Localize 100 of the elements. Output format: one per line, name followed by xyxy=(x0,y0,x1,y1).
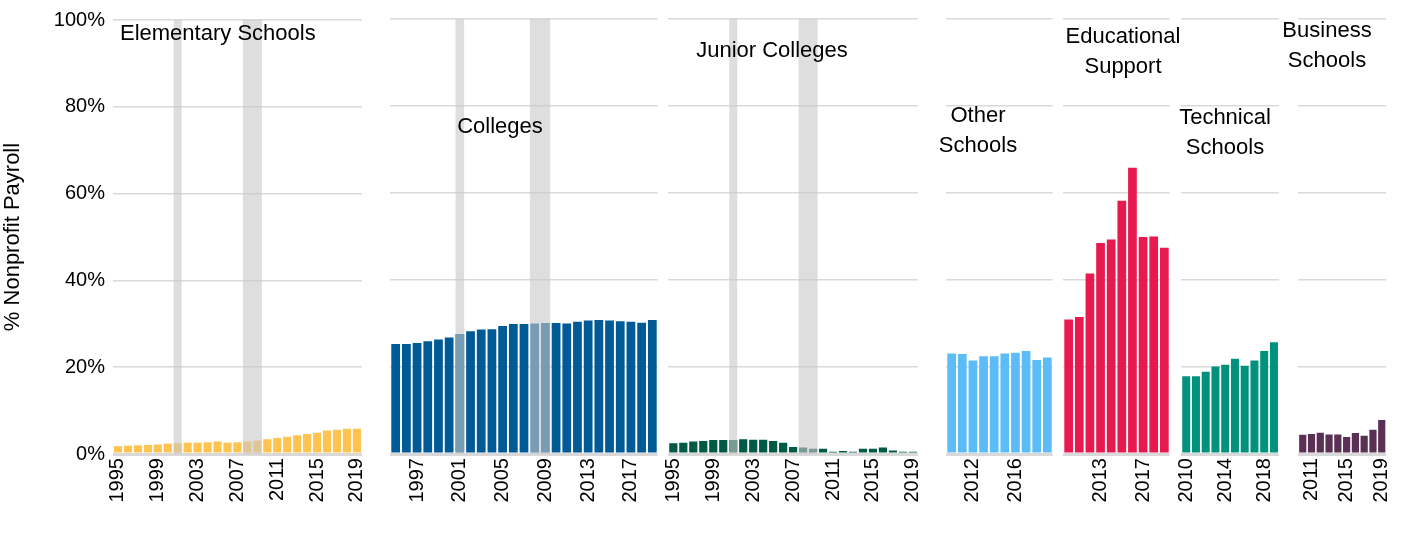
bar xyxy=(332,429,342,453)
bar xyxy=(391,343,401,453)
bar xyxy=(1299,434,1307,453)
x-tick-label: 2015 xyxy=(1334,458,1357,503)
bar xyxy=(133,445,142,453)
text: Educational Support xyxy=(1064,22,1182,80)
bar xyxy=(679,442,688,453)
bar xyxy=(123,445,133,453)
x-tick-label: 2015 xyxy=(860,458,883,503)
bar xyxy=(552,323,561,453)
bar xyxy=(1075,316,1084,453)
bar xyxy=(626,321,636,453)
x-tick-label: 2009 xyxy=(533,458,556,503)
bar xyxy=(868,448,878,453)
bar xyxy=(719,440,728,453)
bar xyxy=(342,428,352,453)
bar xyxy=(519,323,529,453)
bar xyxy=(1128,167,1137,453)
bar xyxy=(562,323,572,453)
bar xyxy=(818,448,828,453)
text: Colleges xyxy=(456,112,544,140)
x-tick-label: 2010 xyxy=(1173,458,1196,503)
text: Business Schools xyxy=(1281,16,1373,74)
y-tick-label: 100% xyxy=(53,7,106,30)
x-tick-label: 2003 xyxy=(185,458,208,503)
bar xyxy=(498,326,508,453)
bar xyxy=(709,440,718,453)
bar xyxy=(699,440,708,453)
x-tick-label: 2019 xyxy=(344,458,367,503)
bar xyxy=(1259,350,1268,453)
bar xyxy=(293,435,302,453)
bar xyxy=(729,440,738,453)
x-tick-label: 2001 xyxy=(447,458,470,503)
bar xyxy=(283,436,292,453)
text: Junior Colleges xyxy=(695,36,849,64)
bar xyxy=(303,434,312,453)
bar xyxy=(1343,437,1351,453)
y-tick-label: 40% xyxy=(64,267,106,290)
x-tick-label: 2011 xyxy=(264,458,287,502)
bar xyxy=(1064,319,1074,453)
bar xyxy=(352,428,361,453)
bar xyxy=(779,442,788,453)
bar xyxy=(1149,236,1159,453)
bar xyxy=(530,323,540,453)
bar xyxy=(263,439,272,453)
bar xyxy=(573,321,583,453)
bar xyxy=(541,323,551,453)
bar xyxy=(509,323,519,453)
bar xyxy=(423,341,433,453)
bar xyxy=(759,439,768,453)
bar xyxy=(173,443,182,453)
y-tick-label: 60% xyxy=(64,181,106,204)
bar xyxy=(1269,342,1278,453)
bar xyxy=(113,446,123,453)
x-tick-label: 2011 xyxy=(1299,458,1322,502)
bar xyxy=(799,447,808,453)
bar xyxy=(769,440,778,453)
x-tick-label: 2017 xyxy=(618,458,641,503)
x-tick-label: 2019 xyxy=(900,458,923,503)
bar xyxy=(1096,243,1106,453)
chart-title: Elementary Schools xyxy=(120,19,316,47)
bar xyxy=(143,444,152,453)
x-tick-label: 2003 xyxy=(740,458,763,503)
x-tick-label: 2017 xyxy=(1130,458,1153,503)
y-tick-label: 0% xyxy=(76,441,106,464)
bar xyxy=(163,443,172,453)
y-tick-label: 80% xyxy=(64,94,106,117)
bar xyxy=(637,322,647,453)
x-tick-label: 1999 xyxy=(700,458,723,503)
bar xyxy=(669,443,678,453)
x-tick-label: 2018 xyxy=(1251,458,1274,503)
bar xyxy=(1138,236,1148,453)
bar xyxy=(689,441,698,453)
bar xyxy=(1160,247,1169,453)
bar xyxy=(312,432,322,453)
bar xyxy=(1191,376,1200,453)
x-tick-label: 1997 xyxy=(404,458,427,503)
x-tick-label: 1995 xyxy=(660,458,683,503)
bar xyxy=(749,439,758,453)
x-tick-label: 2007 xyxy=(224,458,247,503)
bar xyxy=(183,442,192,453)
bar xyxy=(434,339,444,453)
x-tick-label: 2011 xyxy=(820,458,843,502)
bar xyxy=(1308,433,1316,453)
y-tick-label: 20% xyxy=(64,354,106,377)
bar xyxy=(1220,364,1229,453)
bar xyxy=(858,448,868,453)
bar xyxy=(413,343,422,453)
bar xyxy=(878,447,888,453)
x-tick-label: 2016 xyxy=(1002,458,1025,503)
y-axis-title: % Nonprofit Payroll xyxy=(0,142,25,332)
bar xyxy=(487,329,497,453)
text: Technical Schools xyxy=(1178,103,1272,161)
x-tick-label: 2005 xyxy=(490,458,513,503)
x-tick-label: 2019 xyxy=(1369,458,1392,503)
x-tick-label: 2007 xyxy=(780,458,803,503)
bar xyxy=(153,444,162,453)
x-tick-label: 2012 xyxy=(960,458,983,503)
bar xyxy=(1230,358,1239,453)
bar xyxy=(273,437,282,453)
